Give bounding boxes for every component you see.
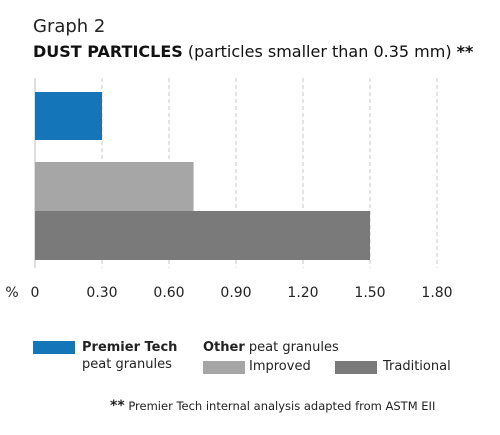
legend-other-normal: peat granules — [248, 340, 339, 355]
legend-heading-other: Other peat granules — [203, 340, 339, 355]
legend-label-premier-tech-sub: peat granules — [82, 357, 172, 372]
chart-title: DUST PARTICLES (particles smaller than 0… — [33, 42, 473, 61]
bar-premier-tech-peat-granules — [35, 92, 102, 140]
footnote: ** Premier Tech internal analysis adapte… — [110, 398, 435, 414]
legend-other-bold: Other — [203, 340, 245, 355]
tick-layer: % 0 0.30 0.60 0.90 1.20 1.50 1.80 — [5, 285, 452, 301]
legend-label-traditional: Traditional — [383, 359, 451, 374]
bar-chart: % 0 0.30 0.60 0.90 1.20 1.50 1.80 — [5, 78, 453, 301]
bar-layer — [35, 92, 370, 260]
title-strong: DUST PARTICLES — [33, 42, 183, 61]
x-tick-label-5: 1.50 — [354, 285, 385, 301]
x-tick-label-1: 0.30 — [86, 285, 117, 301]
x-tick-label-3: 0.90 — [220, 285, 251, 301]
legend-premier-bold: Premier Tech — [82, 340, 178, 355]
bar-improved — [35, 162, 194, 211]
graph-label: Graph 2 — [33, 16, 106, 37]
x-tick-label-2: 0.60 — [153, 285, 184, 301]
legend-swatch-premier-tech — [33, 341, 75, 354]
x-tick-label-0: 0 — [31, 285, 40, 301]
legend-swatch-improved — [203, 361, 245, 374]
footnote-text: Premier Tech internal analysis adapted f… — [128, 399, 436, 413]
title-subtitle: (particles smaller than 0.35 mm) — [187, 42, 452, 61]
legend-label-premier-tech: Premier Tech — [82, 340, 177, 355]
legend-swatch-traditional — [335, 361, 377, 374]
bar-traditional — [35, 211, 370, 260]
footnote-mark: ** — [110, 398, 125, 414]
x-tick-label-6: 1.80 — [421, 285, 452, 301]
x-tick-label-4: 1.20 — [287, 285, 318, 301]
axis-unit-label: % — [5, 285, 18, 301]
legend-label-improved: Improved — [249, 359, 311, 374]
title-footnote-mark: ** — [456, 42, 474, 61]
